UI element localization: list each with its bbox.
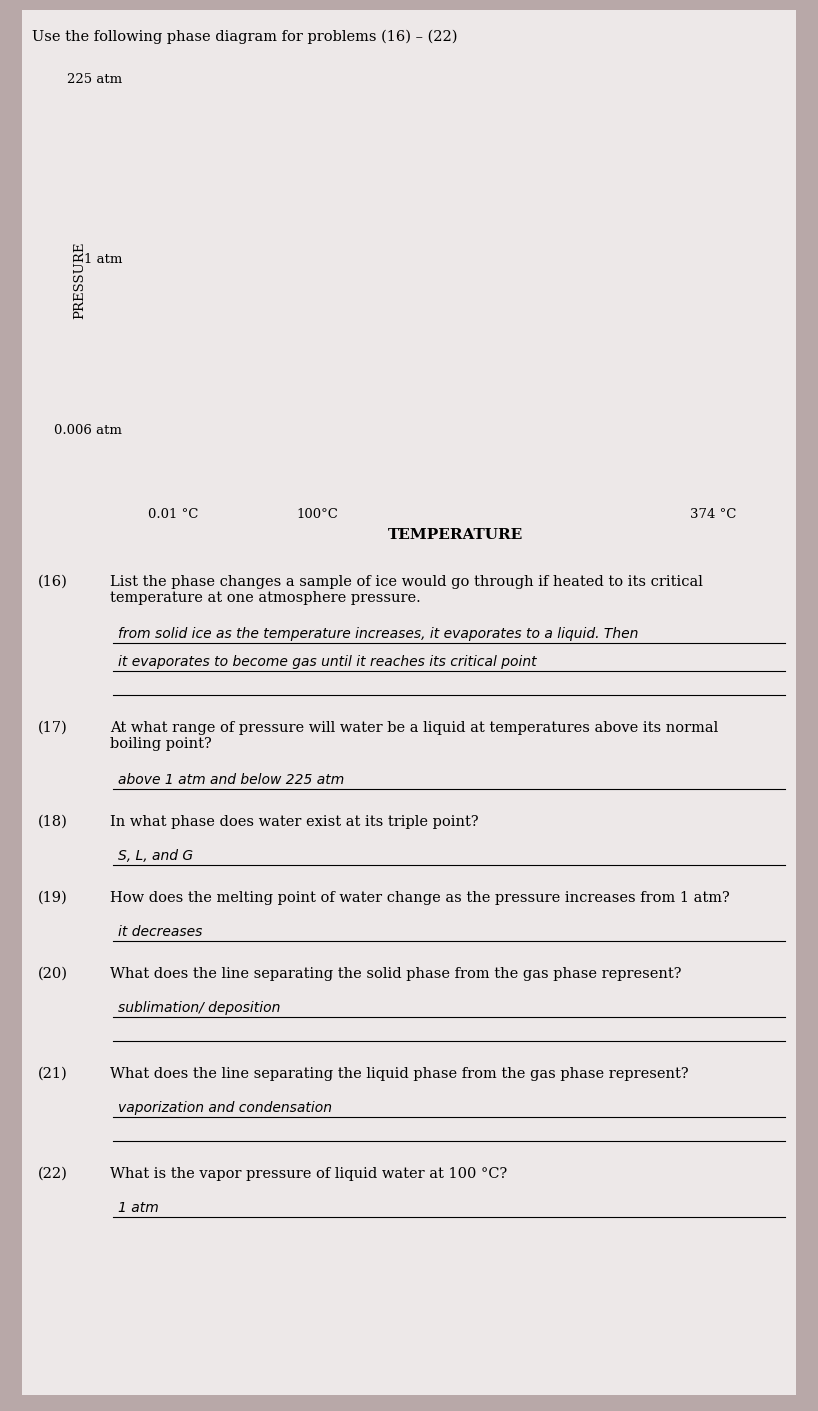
Text: Use the following phase diagram for problems (16) – (22): Use the following phase diagram for prob… xyxy=(32,30,457,44)
Text: Triple: Triple xyxy=(193,399,231,413)
Text: from solid ice as the temperature increases, it evaporates to a liquid. Then: from solid ice as the temperature increa… xyxy=(118,626,638,641)
Text: In what phase does water exist at its triple point?: In what phase does water exist at its tr… xyxy=(110,816,479,830)
Text: How does the melting point of water change as the pressure increases from 1 atm?: How does the melting point of water chan… xyxy=(110,890,730,904)
Text: (17): (17) xyxy=(38,721,68,735)
Text: List the phase changes a sample of ice would go through if heated to its critica: List the phase changes a sample of ice w… xyxy=(110,576,703,605)
Text: (21): (21) xyxy=(38,1067,68,1081)
Text: Boiling: Boiling xyxy=(330,244,383,260)
Text: 100°C: 100°C xyxy=(297,508,339,521)
Text: it evaporates to become gas until it reaches its critical point: it evaporates to become gas until it rea… xyxy=(118,655,537,669)
Text: 1 atm: 1 atm xyxy=(83,254,122,267)
Text: What does the line separating the solid phase from the gas phase represent?: What does the line separating the solid … xyxy=(110,967,681,981)
Text: 0.006 atm: 0.006 atm xyxy=(54,423,122,437)
Text: What is the vapor pressure of liquid water at 100 °C?: What is the vapor pressure of liquid wat… xyxy=(110,1167,507,1181)
Text: 1 atm: 1 atm xyxy=(118,1201,159,1215)
Text: What does the line separating the liquid phase from the gas phase represent?: What does the line separating the liquid… xyxy=(110,1067,689,1081)
Text: (18): (18) xyxy=(38,816,68,830)
Text: (22): (22) xyxy=(38,1167,68,1181)
Text: S, L, and G: S, L, and G xyxy=(118,849,193,864)
Text: (20): (20) xyxy=(38,967,68,981)
Text: (Ice): (Ice) xyxy=(142,367,176,381)
Text: (Water): (Water) xyxy=(222,279,280,295)
Text: TEMPERATURE: TEMPERATURE xyxy=(388,528,523,542)
Text: (19): (19) xyxy=(38,890,68,904)
Text: ↓: ↓ xyxy=(245,302,258,320)
Text: 374 °C: 374 °C xyxy=(690,508,737,521)
Text: PRESSURE: PRESSURE xyxy=(74,241,87,319)
Text: sublimation/ deposition: sublimation/ deposition xyxy=(118,1000,281,1015)
Text: Water Vapor: Water Vapor xyxy=(416,360,510,375)
Text: above 1 atm and below 225 atm: above 1 atm and below 225 atm xyxy=(118,773,344,787)
Text: vaporization and condensation: vaporization and condensation xyxy=(118,1101,332,1115)
Text: 225 atm: 225 atm xyxy=(61,73,117,86)
Text: S: S xyxy=(154,392,164,406)
Text: Melting Point: Melting Point xyxy=(193,216,284,230)
Text: 225 atm: 225 atm xyxy=(67,73,122,86)
Text: (16): (16) xyxy=(38,576,68,588)
Text: At what range of pressure will water be a liquid at temperatures above its norma: At what range of pressure will water be … xyxy=(110,721,718,751)
Text: 0.01 °C: 0.01 °C xyxy=(148,508,199,521)
Text: it decreases: it decreases xyxy=(118,926,202,938)
Text: Critical: Critical xyxy=(726,44,780,59)
Text: (Gas): (Gas) xyxy=(442,385,483,399)
